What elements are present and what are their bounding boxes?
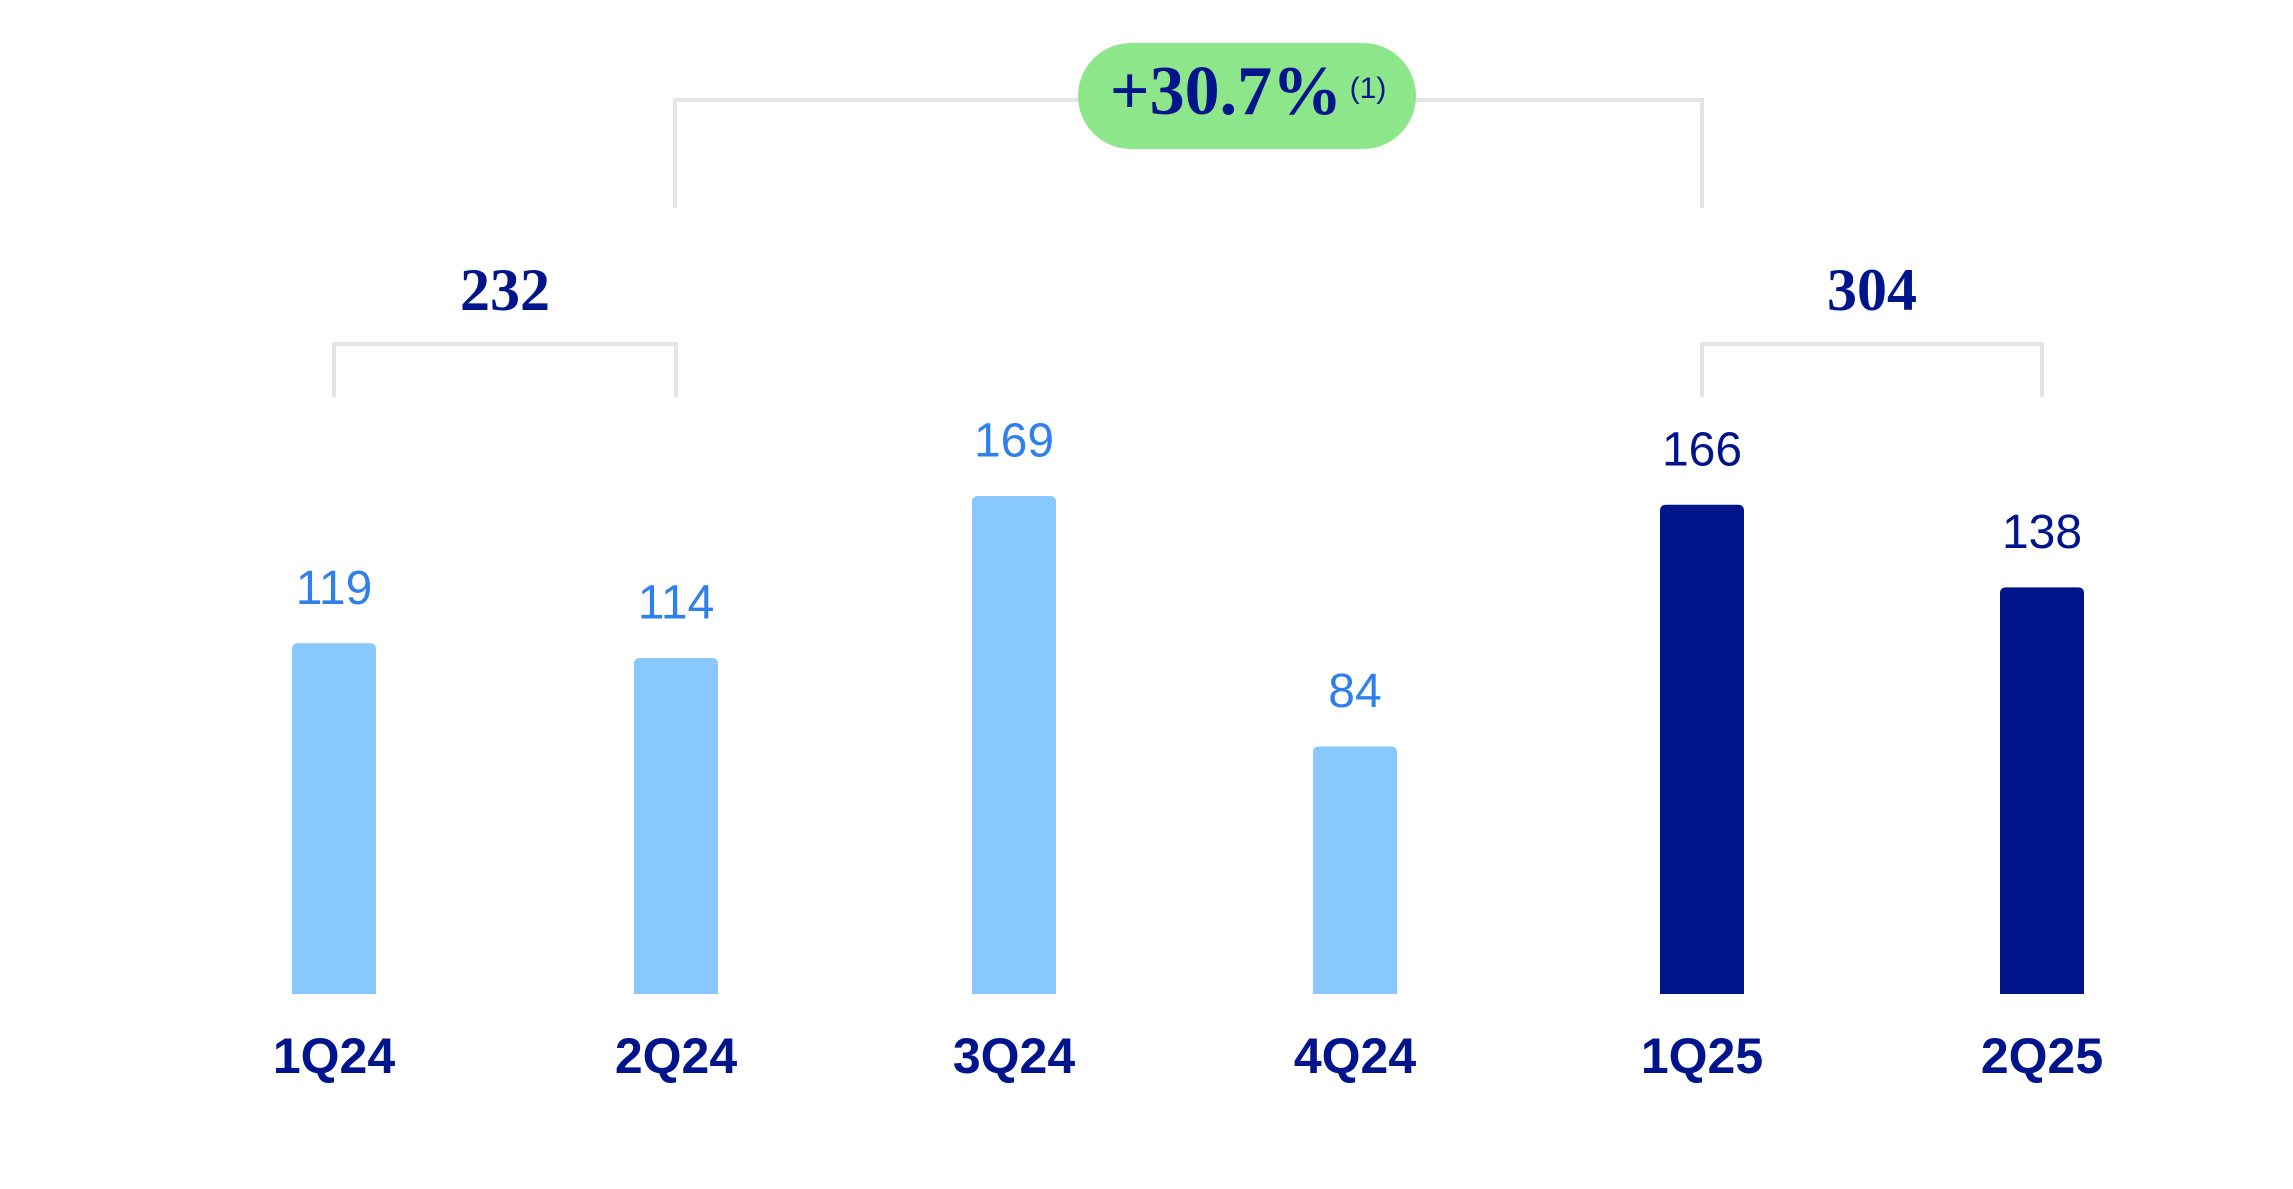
x-tick-label: 4Q24 — [1294, 1028, 1417, 1084]
x-tick-label: 3Q24 — [953, 1028, 1076, 1084]
x-tick-label: 2Q25 — [1981, 1028, 2103, 1084]
growth-note: (1) — [1350, 72, 1387, 105]
x-tick-label: 1Q25 — [1641, 1028, 1763, 1084]
x-tick-label: 1Q24 — [273, 1028, 396, 1084]
group-total: 304 — [1827, 257, 1917, 323]
group-bracket — [332, 342, 678, 397]
bar — [1660, 504, 1744, 994]
bar — [634, 658, 718, 994]
growth-pill — [1078, 43, 1416, 149]
value-label: 84 — [1328, 665, 1381, 718]
x-tick-label: 2Q24 — [615, 1028, 738, 1084]
bar — [1313, 746, 1397, 994]
value-label: 114 — [638, 577, 715, 630]
group-total: 232 — [460, 257, 550, 323]
value-label: 166 — [1662, 423, 1742, 476]
value-label: 169 — [974, 415, 1054, 468]
bar — [972, 495, 1056, 994]
value-label: 119 — [296, 562, 373, 615]
bar — [292, 643, 376, 994]
bar — [2000, 587, 2084, 994]
growth-label: +30.7% — [1110, 53, 1342, 130]
group-bracket — [1700, 342, 2044, 397]
value-label: 138 — [2002, 506, 2082, 559]
